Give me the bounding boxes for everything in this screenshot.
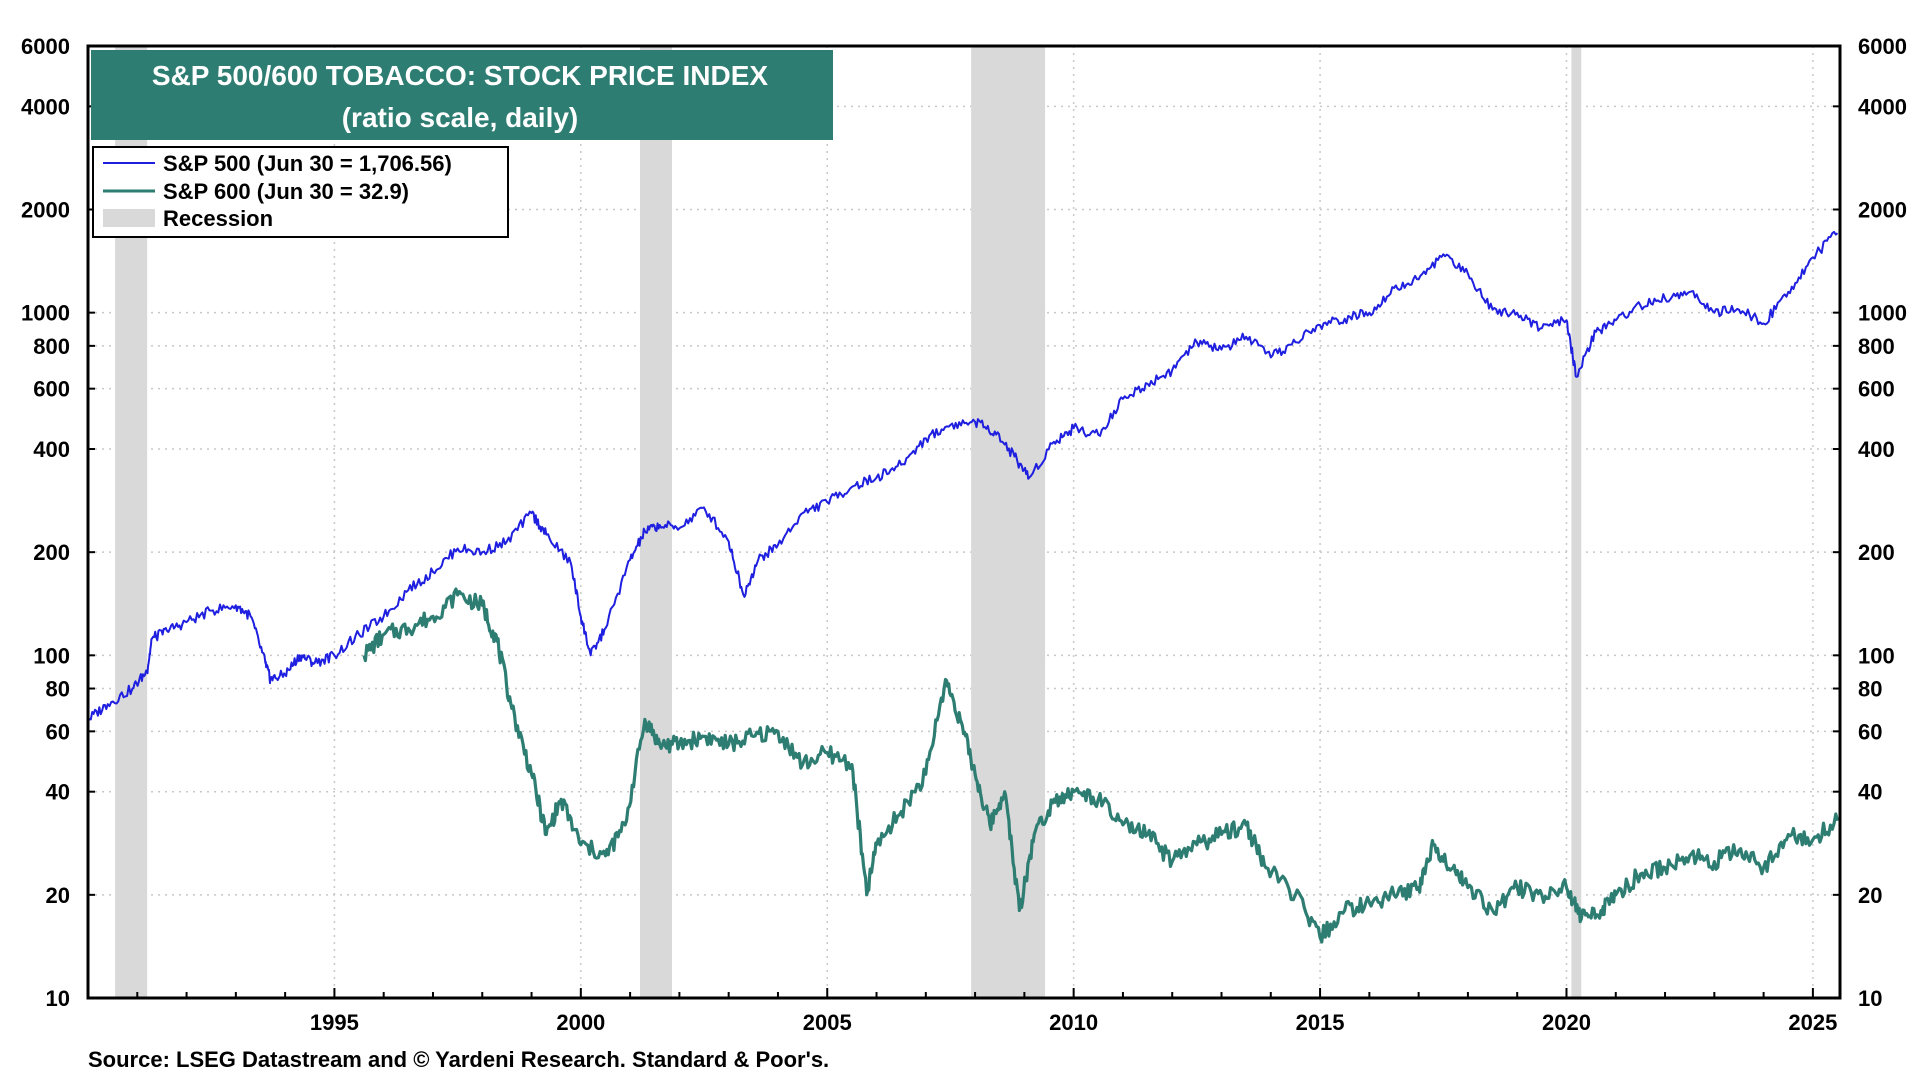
source-note: Source: LSEG Datastream and © Yardeni Re…	[88, 1047, 829, 1072]
y-axis-left: 10 20 40 60 80 100 200 400 600 800 1000 2000 4000 600…	[21, 34, 95, 1011]
y-tick-label: 80	[46, 677, 70, 702]
y-tick-label: 2000	[1858, 197, 1907, 222]
recession-band	[1571, 46, 1582, 998]
series-lines	[87, 230, 1840, 944]
legend-label-recession: Recession	[163, 206, 273, 231]
recession-bands	[115, 46, 1582, 998]
title-background	[91, 50, 833, 140]
x-tick-label: 1995	[310, 1010, 359, 1035]
y-tick-label: 2000	[21, 197, 70, 222]
plot-frame	[86, 44, 1842, 1000]
y-tick-label: 10	[1858, 986, 1882, 1011]
recession-band	[971, 46, 1046, 998]
y-tick-label: 400	[1858, 437, 1895, 462]
y-tick-label: 6000	[21, 34, 70, 59]
y-tick-label: 800	[1858, 334, 1895, 359]
legend-label-sp600: S&P 600 (Jun 30 = 32.9)	[163, 179, 409, 204]
x-tick-label: 2025	[1788, 1010, 1837, 1035]
y-tick-label: 200	[1858, 540, 1895, 565]
y-tick-label: 600	[33, 377, 70, 402]
y-tick-label: 40	[1858, 780, 1882, 805]
y-tick-label: 4000	[21, 94, 70, 119]
legend-label-sp500: S&P 500 (Jun 30 = 1,706.56)	[163, 151, 452, 176]
chart-title: S&P 500/600 TOBACCO: STOCK PRICE INDEX	[152, 60, 769, 91]
legend-box	[92, 146, 509, 238]
y-tick-label: 400	[33, 437, 70, 462]
legend-swatch-recession	[103, 209, 155, 227]
y-tick-label: 200	[33, 540, 70, 565]
x-tick-label: 2020	[1542, 1010, 1591, 1035]
recession-band	[639, 46, 672, 998]
y-tick-label: 10	[46, 986, 70, 1011]
x-tick-label: 2015	[1296, 1010, 1345, 1035]
y-tick-label: 80	[1858, 677, 1882, 702]
x-tick-label: 2000	[556, 1010, 605, 1035]
y-axis-right: 10 20 40 60 80 100 200 400 600 800 1000 2000 4000 600…	[1833, 34, 1907, 1011]
y-tick-label: 100	[33, 643, 70, 668]
y-tick-label: 600	[1858, 377, 1895, 402]
x-tick-label: 2005	[803, 1010, 852, 1035]
y-tick-label: 20	[46, 883, 70, 908]
y-tick-label: 100	[1858, 643, 1895, 668]
x-axis: 1995 2000 2005 2010 2015 2020 2025	[87, 988, 1837, 1035]
legend: S&P 500 (Jun 30 = 1,706.56) S&P 600 (Jun…	[92, 146, 509, 238]
title-box: S&P 500/600 TOBACCO: STOCK PRICE INDEX (…	[91, 50, 833, 140]
y-tick-label: 20	[1858, 883, 1882, 908]
y-tick-label: 800	[33, 334, 70, 359]
chart-subtitle: (ratio scale, daily)	[342, 102, 579, 133]
series-line-sp500	[87, 230, 1839, 721]
y-tick-label: 1000	[1858, 301, 1907, 326]
x-tick-label: 2010	[1049, 1010, 1098, 1035]
y-tick-label: 1000	[21, 301, 70, 326]
y-tick-label: 60	[1858, 719, 1882, 744]
series-line-sp600	[362, 587, 1840, 944]
y-tick-label: 60	[46, 719, 70, 744]
y-tick-label: 4000	[1858, 94, 1907, 119]
y-tick-label: 6000	[1858, 34, 1907, 59]
y-tick-label: 40	[46, 780, 70, 805]
